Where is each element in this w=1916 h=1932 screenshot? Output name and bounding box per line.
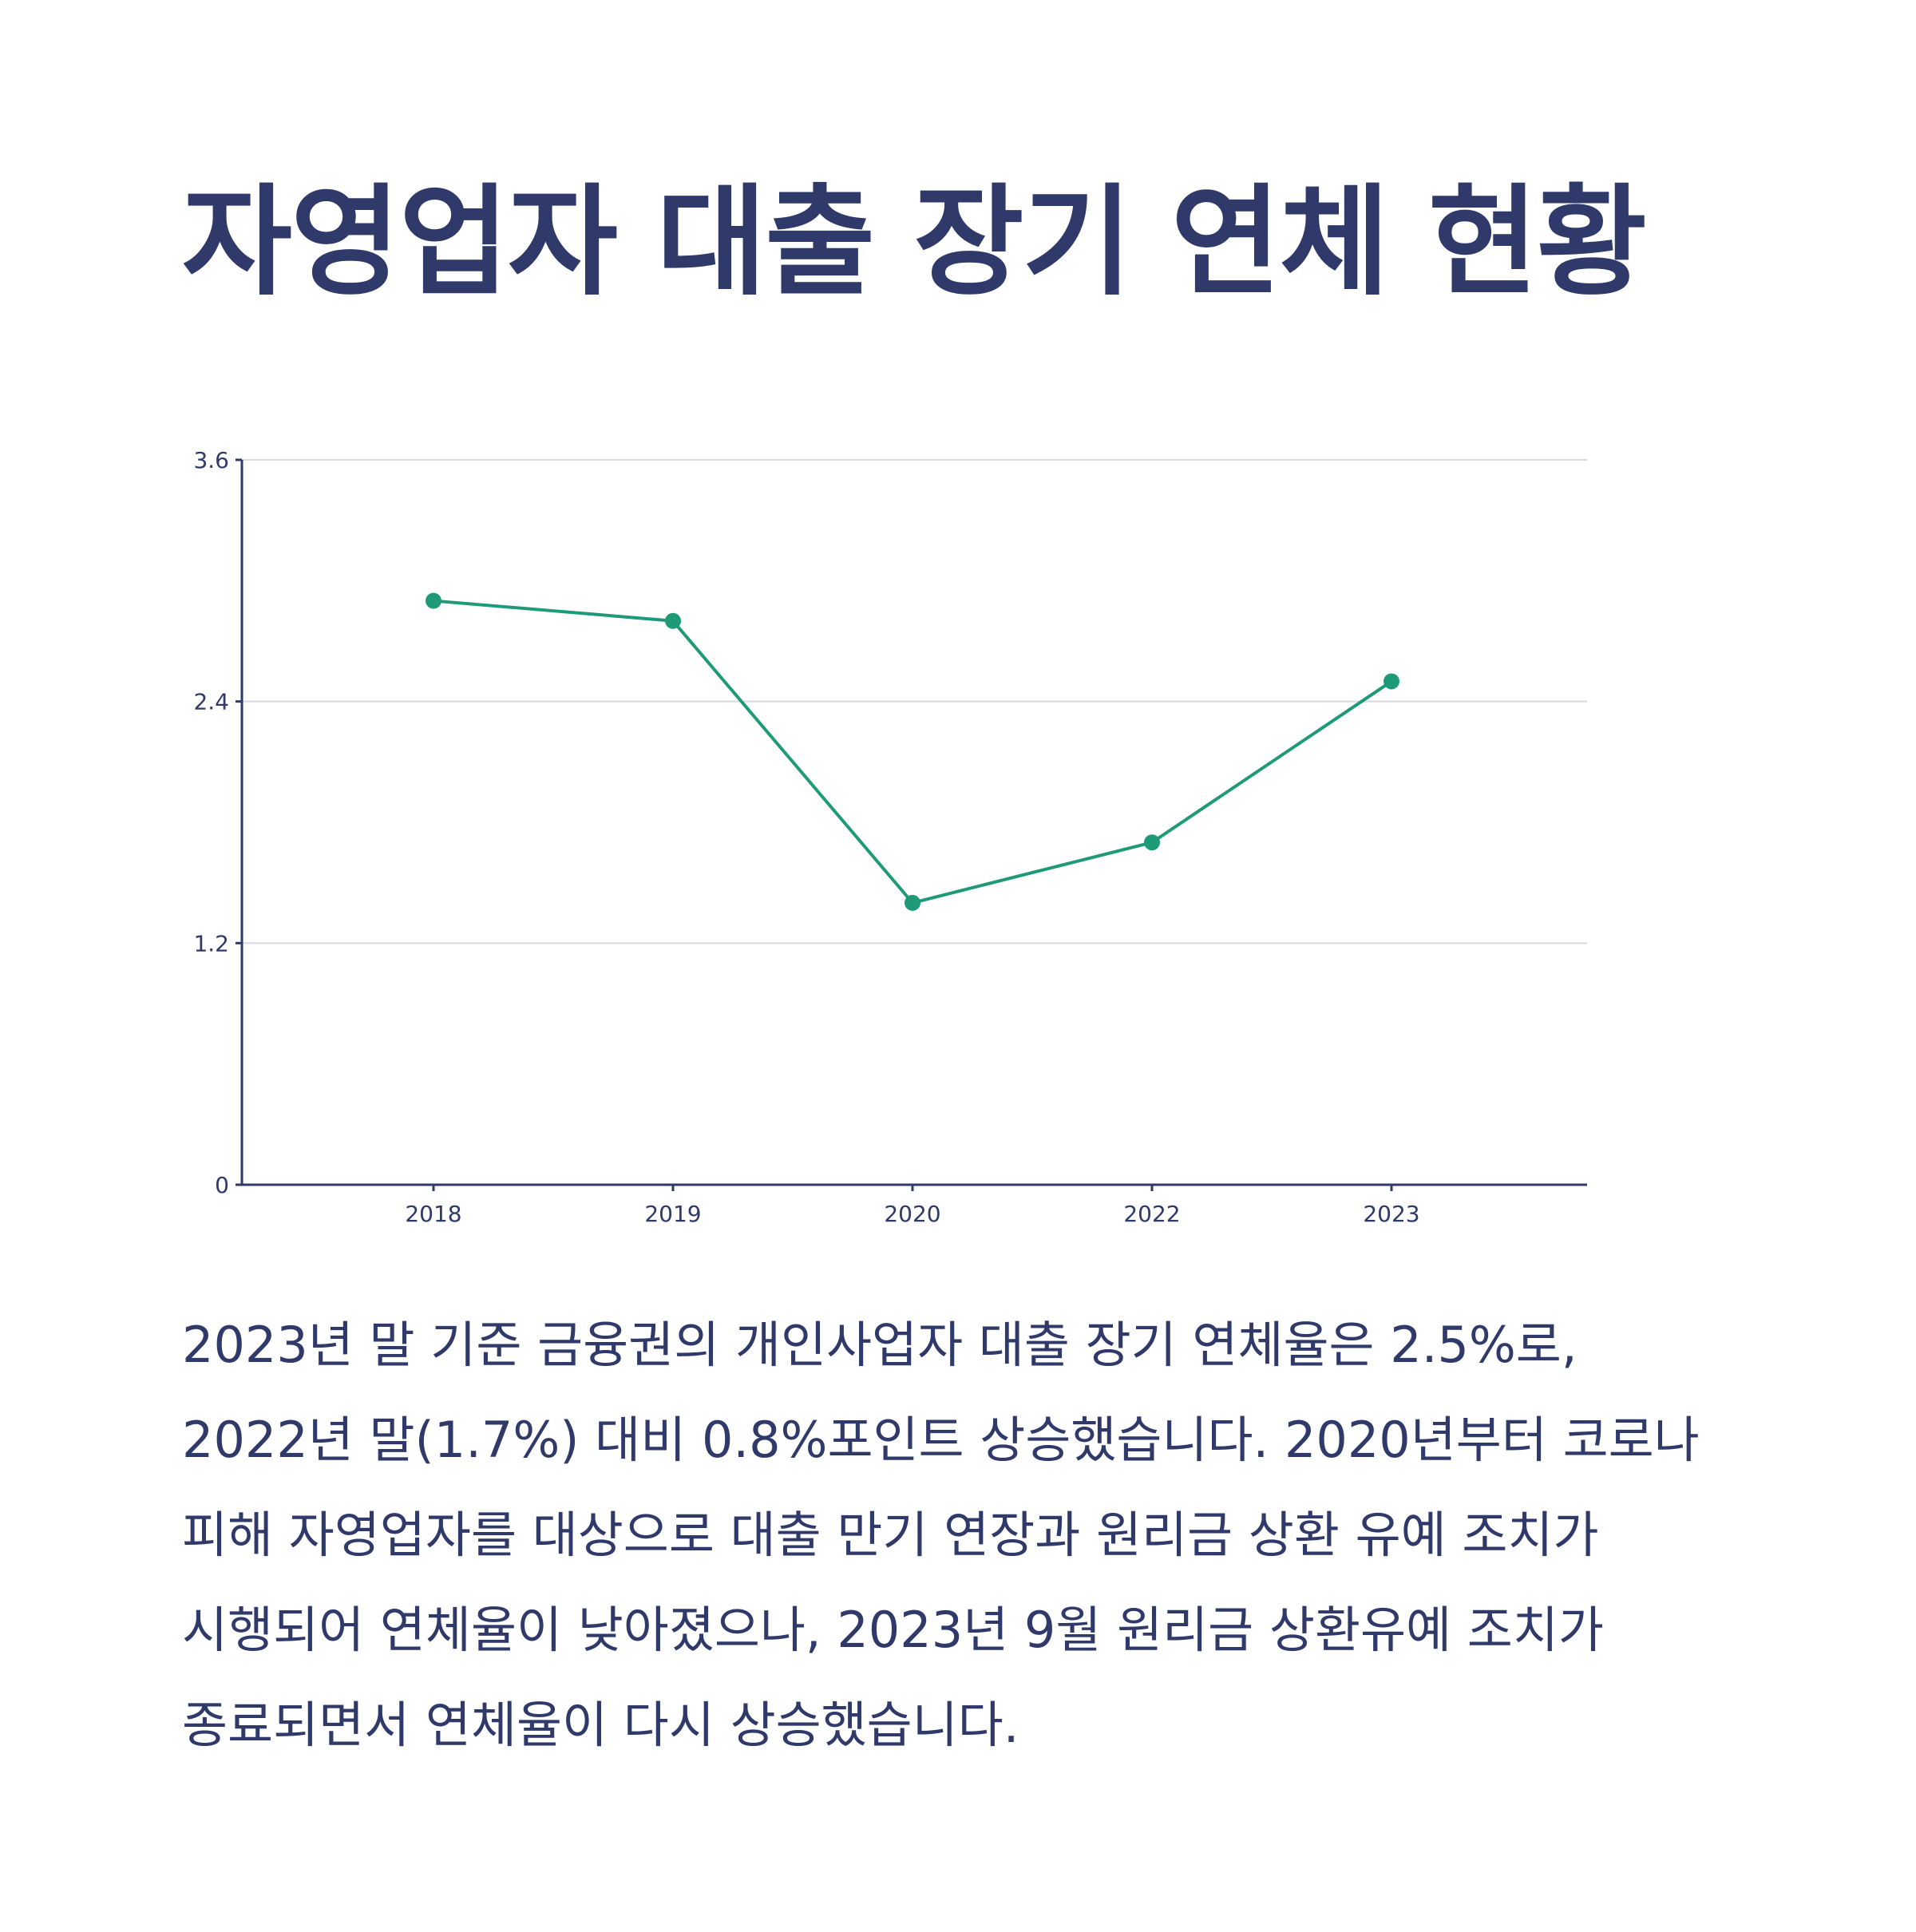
series — [426, 592, 1399, 911]
data-point — [426, 592, 441, 609]
axes — [236, 458, 1587, 1191]
series-line — [433, 599, 1393, 905]
chart-description: 2023년 말 기준 금융권의 개인사업자 대출 장기 연체율은 2.5%로, … — [182, 1316, 1700, 1754]
grid-lines — [242, 459, 1587, 944]
x-tick-label: 2020 — [884, 1201, 940, 1227]
y-tick-label: 3.6 — [193, 447, 229, 473]
data-point — [665, 612, 681, 629]
x-tick-label: 2019 — [644, 1201, 701, 1227]
tick-labels: 0 1.2 2.4 3.6 2018 2019 2020 2022 2023 — [193, 447, 1419, 1227]
y-tick-label: 2.4 — [193, 689, 229, 715]
page-title: 자영업자 대출 장기 연체 현황 — [182, 173, 1647, 312]
data-point — [1384, 673, 1399, 690]
x-tick-label: 2018 — [405, 1201, 461, 1227]
data-point — [1144, 834, 1160, 851]
y-tick-label: 1.2 — [193, 930, 229, 956]
data-point — [905, 894, 920, 911]
x-tick-label: 2023 — [1363, 1201, 1419, 1227]
y-tick-label: 0 — [215, 1172, 229, 1198]
x-tick-label: 2022 — [1123, 1201, 1180, 1227]
